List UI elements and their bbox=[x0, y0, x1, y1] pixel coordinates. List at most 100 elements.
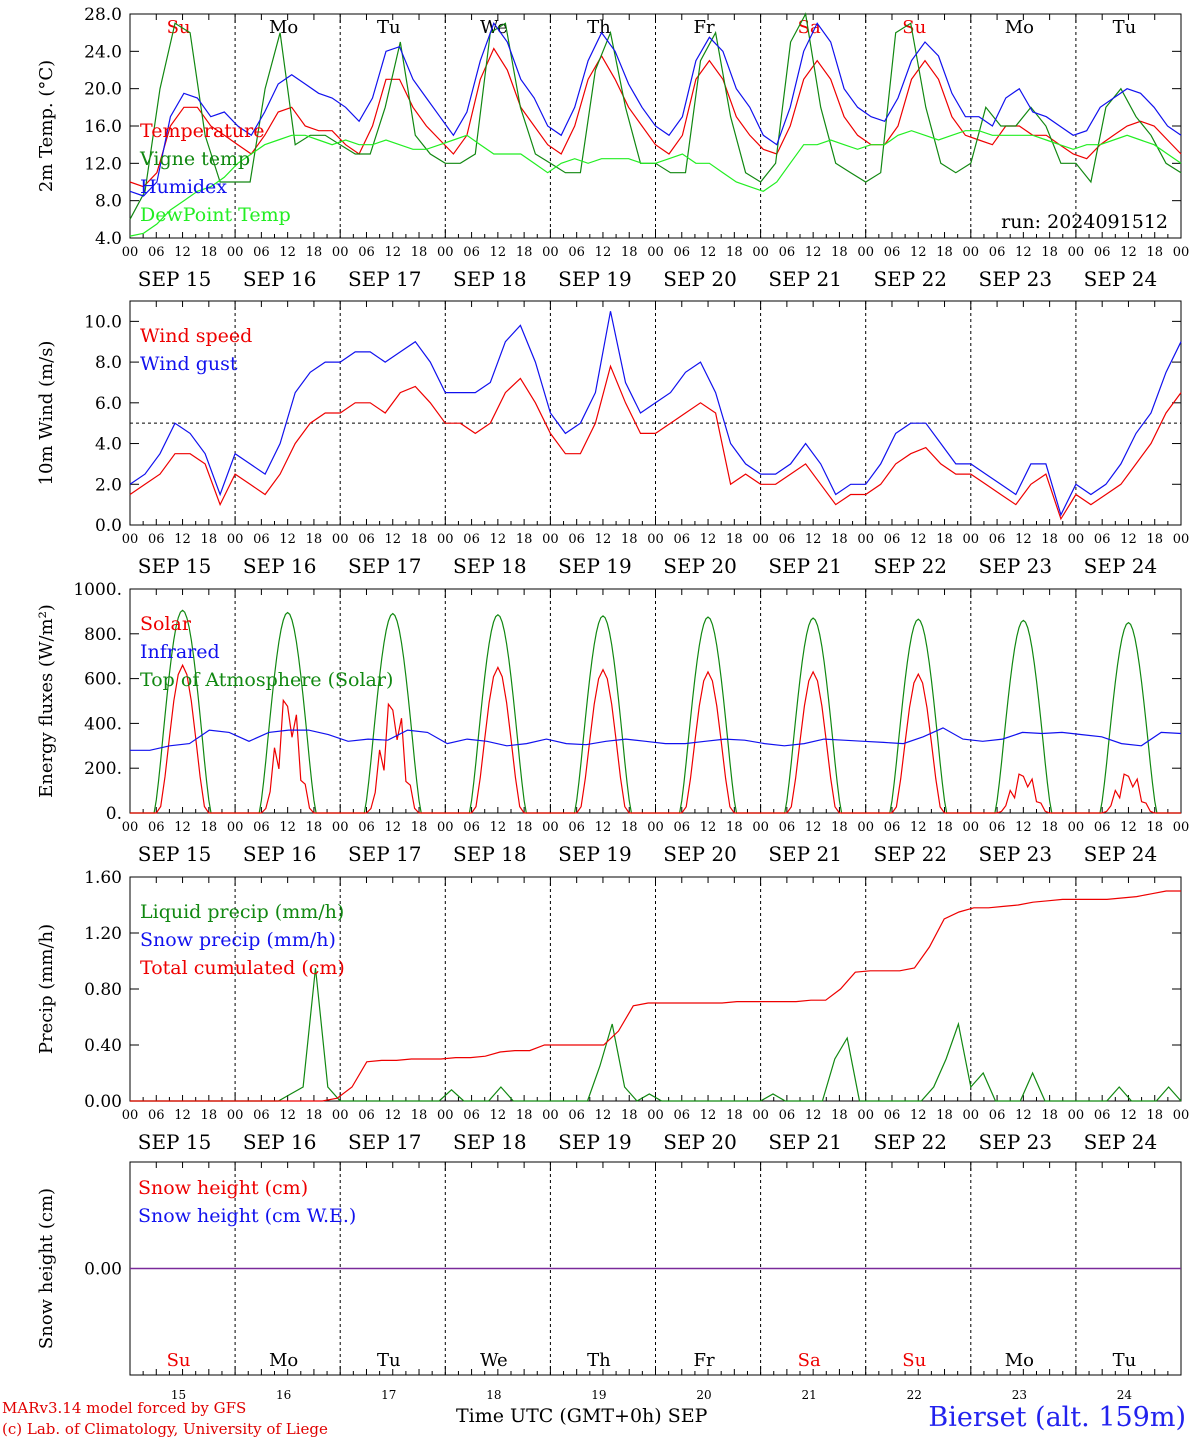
hour-tick-label: 06 bbox=[989, 1108, 1006, 1123]
date-label: SEP 20 bbox=[663, 554, 737, 578]
hour-tick-label: 12 bbox=[384, 532, 401, 547]
weekday-label: Sa bbox=[798, 17, 821, 38]
y-tick-label: 400. bbox=[84, 714, 122, 734]
hour-tick-label: 18 bbox=[306, 532, 323, 547]
hour-tick-label: 06 bbox=[1094, 820, 1111, 835]
hour-tick-label: 18 bbox=[1146, 245, 1163, 260]
date-label: SEP 24 bbox=[1084, 267, 1158, 291]
date-label: SEP 24 bbox=[1084, 842, 1158, 866]
weekday-label: Mo bbox=[269, 1350, 298, 1371]
y-tick-label: 1.60 bbox=[84, 868, 122, 888]
hour-tick-label: 06 bbox=[674, 1108, 691, 1123]
run-label: run: 2024091512 bbox=[1001, 211, 1168, 233]
hour-tick-label: 12 bbox=[174, 532, 191, 547]
hour-tick-label: 18 bbox=[621, 532, 638, 547]
hour-tick-label: 18 bbox=[1041, 245, 1058, 260]
hour-tick-label: 18 bbox=[306, 245, 323, 260]
hour-tick-label: 06 bbox=[674, 820, 691, 835]
y-tick-label: 600. bbox=[84, 670, 122, 690]
hour-tick-label: 18 bbox=[1146, 532, 1163, 547]
hour-tick-label: 12 bbox=[700, 1108, 717, 1123]
weekday-label: Fr bbox=[694, 1350, 715, 1371]
y-tick-label: 0.00 bbox=[84, 1092, 122, 1112]
hour-tick-label: 18 bbox=[411, 245, 428, 260]
hour-tick-label: 00 bbox=[227, 245, 244, 260]
date-label: SEP 15 bbox=[138, 842, 212, 866]
hour-tick-label: 12 bbox=[595, 532, 612, 547]
y-tick-label: 0. bbox=[106, 804, 122, 824]
hour-tick-label: 12 bbox=[805, 532, 822, 547]
hour-tick-label: 06 bbox=[884, 245, 901, 260]
station-title: Bierset (alt. 159m) bbox=[928, 1402, 1186, 1433]
date-label: SEP 24 bbox=[1084, 554, 1158, 578]
hour-tick-label: 06 bbox=[148, 820, 165, 835]
hour-tick-label: 06 bbox=[463, 532, 480, 547]
hour-tick-label: 06 bbox=[568, 820, 585, 835]
date-label: SEP 21 bbox=[768, 554, 842, 578]
series-line-0 bbox=[129, 364, 1182, 521]
hour-tick-label: 06 bbox=[1094, 245, 1111, 260]
legend-entry: Snow height (cm) bbox=[138, 1177, 308, 1199]
weekday-label: Fr bbox=[694, 17, 715, 38]
date-label: SEP 22 bbox=[873, 842, 947, 866]
hour-tick-label: 18 bbox=[201, 245, 218, 260]
date-label: SEP 16 bbox=[243, 842, 317, 866]
series-line-3 bbox=[129, 130, 1182, 237]
date-label: SEP 18 bbox=[453, 1130, 527, 1154]
date-label: SEP 22 bbox=[873, 1130, 947, 1154]
y-tick-label: 1000. bbox=[73, 580, 122, 600]
hour-tick-label: 12 bbox=[805, 245, 822, 260]
date-label: SEP 15 bbox=[138, 267, 212, 291]
hour-tick-label: 00 bbox=[963, 532, 980, 547]
weekday-label: Tu bbox=[377, 1350, 401, 1371]
y-tick-label: 12.0 bbox=[84, 154, 122, 174]
hour-tick-label: 06 bbox=[358, 532, 375, 547]
hour-tick-label: 00 bbox=[857, 245, 874, 260]
hour-tick-label: 00 bbox=[122, 532, 139, 547]
hour-tick-label: 00 bbox=[647, 1108, 664, 1123]
hour-tick-label: 12 bbox=[700, 532, 717, 547]
date-label: SEP 17 bbox=[348, 1130, 422, 1154]
hour-tick-label: 00 bbox=[227, 1108, 244, 1123]
hour-tick-label: 18 bbox=[411, 1108, 428, 1123]
hour-tick-label: 12 bbox=[595, 245, 612, 260]
hour-tick-label: 18 bbox=[201, 820, 218, 835]
day-number-label: 23 bbox=[1012, 1388, 1027, 1402]
hour-tick-label: 18 bbox=[936, 820, 953, 835]
date-label: SEP 21 bbox=[768, 1130, 842, 1154]
day-number-label: 22 bbox=[907, 1388, 922, 1402]
hour-tick-label: 00 bbox=[542, 820, 559, 835]
hour-tick-label: 06 bbox=[253, 245, 270, 260]
hour-tick-label: 00 bbox=[227, 820, 244, 835]
hour-tick-label: 06 bbox=[884, 1108, 901, 1123]
date-label: SEP 21 bbox=[768, 267, 842, 291]
date-label: SEP 19 bbox=[558, 842, 632, 866]
weekday-label: Sa bbox=[798, 1350, 821, 1371]
hour-tick-label: 00 bbox=[1173, 820, 1190, 835]
legend-entry: Snow height (cm W.E.) bbox=[138, 1205, 356, 1227]
date-label: SEP 20 bbox=[663, 267, 737, 291]
hour-tick-label: 06 bbox=[358, 1108, 375, 1123]
weekday-label: We bbox=[480, 17, 508, 38]
y-tick-label: 4.0 bbox=[95, 435, 122, 455]
hour-tick-label: 12 bbox=[490, 820, 507, 835]
hour-tick-label: 06 bbox=[989, 245, 1006, 260]
hour-tick-label: 18 bbox=[726, 532, 743, 547]
x-axis-label: Time UTC (GMT+0h) SEP bbox=[456, 1405, 708, 1427]
series-line-2 bbox=[130, 890, 1181, 1102]
hour-tick-label: 00 bbox=[122, 245, 139, 260]
hour-tick-label: 06 bbox=[463, 1108, 480, 1123]
hour-tick-label: 12 bbox=[384, 820, 401, 835]
series-line-1 bbox=[129, 311, 1182, 517]
hour-tick-label: 00 bbox=[542, 532, 559, 547]
hour-tick-label: 18 bbox=[936, 1108, 953, 1123]
hour-tick-label: 00 bbox=[857, 1108, 874, 1123]
y-tick-label: 28.0 bbox=[84, 5, 122, 25]
hour-tick-label: 06 bbox=[1094, 1108, 1111, 1123]
hour-tick-label: 00 bbox=[437, 532, 454, 547]
panel-frame bbox=[129, 588, 1182, 814]
hour-tick-label: 00 bbox=[963, 245, 980, 260]
hour-tick-label: 18 bbox=[306, 820, 323, 835]
